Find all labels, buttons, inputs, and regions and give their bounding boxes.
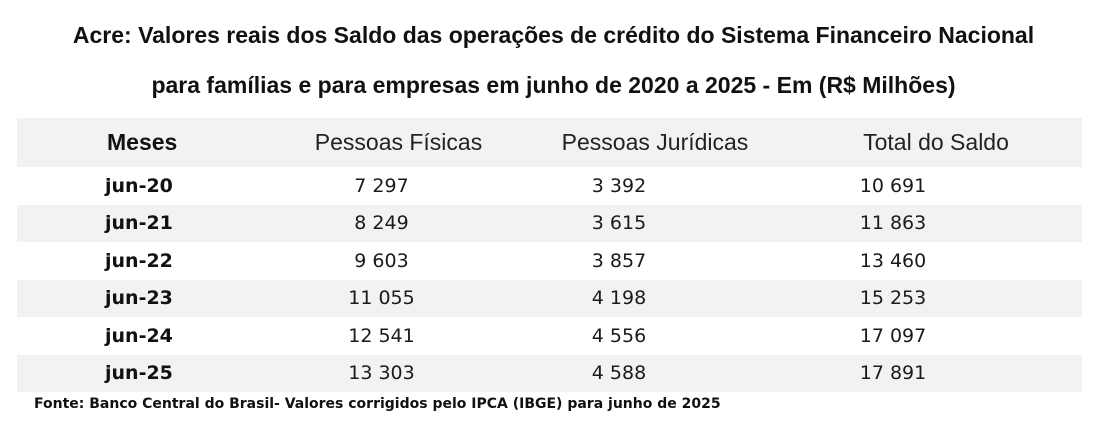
table-row: jun-22 9 603 3 857 13 460 — [17, 242, 1082, 280]
cell-pessoas-fisicas: 7 297 — [354, 174, 409, 197]
cell-total-saldo: 15 253 — [859, 287, 927, 310]
cell-pessoas-fisicas: 9 603 — [354, 249, 409, 272]
cell-month: jun-25 — [105, 362, 173, 385]
table-row: jun-23 11 055 4 198 15 253 — [17, 279, 1082, 317]
cell-pessoas-juridicas: 3 857 — [591, 249, 647, 272]
table-title-line-1: Acre: Valores reais dos Saldo das operaç… — [72, 22, 1035, 48]
cell-pessoas-juridicas: 3 392 — [591, 174, 647, 197]
cell-month: jun-24 — [105, 324, 173, 347]
cell-total-saldo: 13 460 — [859, 249, 927, 272]
cell-total-saldo: 11 863 — [859, 212, 927, 235]
cell-month: jun-21 — [105, 212, 173, 235]
table-row: jun-24 12 541 4 556 17 097 — [17, 317, 1082, 355]
cell-pessoas-juridicas: 4 588 — [591, 362, 647, 385]
cell-pessoas-fisicas: 8 249 — [354, 212, 409, 235]
cell-total-saldo: 17 097 — [859, 324, 927, 347]
header-meses: Meses — [107, 129, 178, 155]
header-total-saldo: Total do Saldo — [863, 129, 1009, 155]
table-row: jun-25 13 303 4 588 17 891 — [17, 354, 1082, 392]
cell-pessoas-fisicas: 13 303 — [348, 362, 415, 385]
cell-total-saldo: 17 891 — [859, 362, 927, 385]
cell-month: jun-23 — [105, 287, 173, 310]
source-note: Fonte: Banco Central do Brasil- Valores … — [34, 396, 721, 412]
cell-pessoas-juridicas: 3 615 — [591, 212, 647, 235]
credit-balance-table: Meses Pessoas Físicas Pessoas Jurídicas … — [17, 118, 1082, 392]
cell-pessoas-fisicas: 12 541 — [348, 324, 415, 347]
cell-month: jun-20 — [105, 174, 173, 197]
header-pessoas-juridicas: Pessoas Jurídicas — [561, 129, 749, 155]
header-pessoas-fisicas: Pessoas Físicas — [314, 129, 483, 155]
table-title-line-2: para famílias e para empresas em junho d… — [151, 72, 956, 98]
cell-pessoas-fisicas: 11 055 — [348, 287, 415, 310]
cell-pessoas-juridicas: 4 556 — [591, 324, 647, 347]
cell-month: jun-22 — [105, 249, 173, 272]
table-header-row: Meses Pessoas Físicas Pessoas Jurídicas … — [17, 118, 1082, 167]
table-row: jun-21 8 249 3 615 11 863 — [17, 204, 1082, 242]
table-row: jun-20 7 297 3 392 10 691 — [17, 167, 1082, 205]
cell-total-saldo: 10 691 — [859, 174, 927, 197]
cell-pessoas-juridicas: 4 198 — [591, 287, 647, 310]
